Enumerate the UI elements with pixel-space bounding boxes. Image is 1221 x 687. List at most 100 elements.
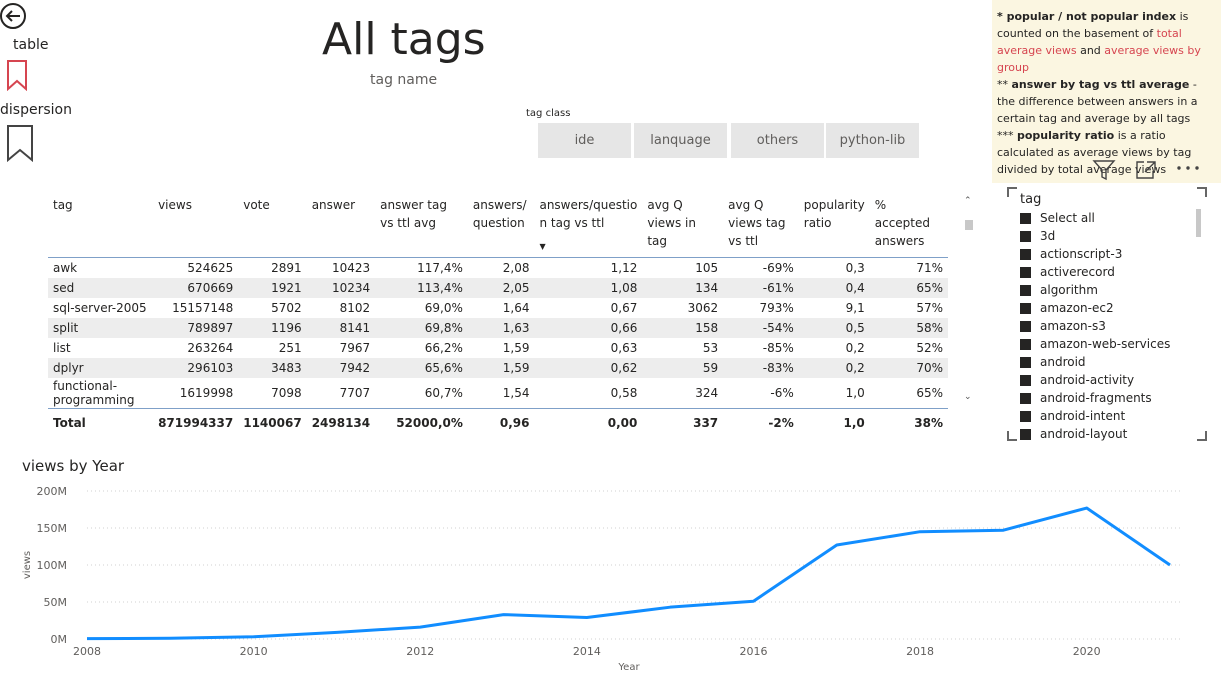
table-cell: -6% — [770, 386, 794, 400]
checkbox-icon[interactable] — [1020, 230, 1031, 242]
table-nav-label[interactable]: table — [13, 37, 49, 53]
slicer-item[interactable]: actionscript-3 — [1020, 245, 1122, 263]
checkbox-icon[interactable] — [1020, 338, 1031, 350]
col-header-answer-tag-vs-ttl-avg[interactable]: answer tag vs ttl avg — [380, 198, 447, 230]
checkbox-icon[interactable] — [1020, 356, 1031, 368]
x-tick-label: 2012 — [406, 645, 434, 658]
page-title: All tags — [322, 14, 486, 65]
col-header-vote[interactable]: vote — [243, 198, 270, 212]
checkbox-icon[interactable] — [1020, 320, 1031, 332]
dispersion-nav-label[interactable]: dispersion — [0, 102, 72, 118]
table-row[interactable]: sed 670669 1921 10234 113,4% 2,05 1,08 134 -61% 0… — [48, 278, 948, 298]
table-cell: 1,63 — [467, 318, 535, 338]
col-header-answers-question-tag-vs-ttl[interactable]: answers/questio n tag vs ttl ▼ — [534, 192, 642, 258]
info-line1-bold: * popular / not popular index — [997, 10, 1177, 23]
table-row[interactable]: functional-programming 1619998 7098 7707 60,… — [48, 378, 948, 409]
table-cell: 53 — [702, 341, 719, 355]
table-cell: 263264 — [187, 341, 234, 355]
table-cell: 158 — [642, 318, 724, 338]
table-cell: 117,4% — [417, 261, 463, 275]
total-cell: -2% — [723, 408, 799, 434]
table-scrollbar[interactable]: ⌃ ⌄ — [963, 196, 975, 408]
table-cell: 8102 — [339, 301, 371, 315]
table-cell: 0,67 — [610, 301, 638, 315]
chart-title: views by Year — [22, 457, 125, 475]
back-arrow-icon[interactable] — [0, 2, 28, 30]
y-tick-label: 200M — [37, 485, 68, 498]
filter-icon[interactable] — [1092, 159, 1116, 181]
tag-class-option-python-lib[interactable]: python-lib — [826, 123, 919, 158]
table-row[interactable]: sql-server-2005 15157148 5702 8102 69,0% 1,64… — [48, 298, 948, 318]
slicer-item[interactable]: android-layout — [1020, 425, 1127, 443]
checkbox-icon[interactable] — [1020, 212, 1031, 224]
checkbox-icon[interactable] — [1020, 284, 1031, 296]
checkbox-icon[interactable] — [1020, 374, 1031, 386]
col-header-answers-question[interactable]: answers/ question — [472, 198, 527, 230]
page-subtitle: tag name — [370, 72, 438, 88]
checkbox-icon[interactable] — [1020, 428, 1031, 440]
slicer-item[interactable]: android-fragments — [1020, 389, 1152, 407]
sort-desc-icon: ▼ — [539, 242, 546, 251]
slicer-item-label: amazon-s3 — [1040, 319, 1106, 333]
col-header-answer[interactable]: answer — [311, 198, 356, 212]
table-cell: 71% — [916, 261, 943, 275]
slicer-item[interactable]: android — [1020, 353, 1086, 371]
slicer-item[interactable]: Select all — [1020, 209, 1095, 227]
tag-class-option-lanquage[interactable]: lanquage — [634, 123, 727, 158]
col-header-accepted-answers[interactable]: % accepted answers — [874, 198, 931, 248]
table-cell: 324 — [695, 386, 719, 400]
checkbox-icon[interactable] — [1020, 248, 1031, 260]
col-header-popularity-ratio[interactable]: popularity ratio — [803, 198, 865, 230]
more-options-icon[interactable] — [1175, 164, 1201, 172]
scroll-up-icon[interactable]: ⌃ — [964, 196, 972, 206]
table-row[interactable]: list 263264 251 7967 66,2% 1,59 0,63 53 -85% 0,2 5… — [48, 338, 948, 358]
bookmark-icon[interactable] — [6, 124, 34, 162]
table-cell: 7942 — [306, 358, 376, 378]
slicer-item[interactable]: amazon-s3 — [1020, 317, 1106, 335]
table-cell: 1,59 — [467, 358, 535, 378]
focus-mode-icon[interactable] — [1135, 160, 1157, 180]
slicer-item[interactable]: android-intent — [1020, 407, 1125, 425]
col-header-tag[interactable]: tag — [53, 198, 73, 212]
slicer-item[interactable]: algorithm — [1020, 281, 1098, 299]
table-cell: 134 — [642, 278, 724, 298]
table-cell: 1,12 — [610, 261, 638, 275]
table-cell: 105 — [695, 261, 719, 275]
total-cell: 1140067 — [238, 408, 307, 434]
slicer-item[interactable]: activerecord — [1020, 263, 1115, 281]
table-cell: 1,54 — [502, 386, 530, 400]
table-cell: 59 — [642, 358, 724, 378]
tag-class-option-ide[interactable]: ide — [538, 123, 631, 158]
table-cell: 0,2 — [798, 358, 870, 378]
scroll-thumb[interactable] — [965, 220, 973, 230]
table-cell: 1196 — [238, 318, 307, 338]
slicer-item[interactable]: 3d — [1020, 227, 1055, 245]
slicer-item[interactable]: amazon-ec2 — [1020, 299, 1114, 317]
table-cell: 7967 — [339, 341, 371, 355]
col-header-avg-q-views-in-tag[interactable]: avg Q views in tag — [647, 198, 696, 248]
table-row[interactable]: split 789897 1196 8141 69,8% 1,63 0,66 158 -54% 0… — [48, 318, 948, 338]
checkbox-icon[interactable] — [1020, 392, 1031, 404]
slicer-scroll-thumb[interactable] — [1196, 209, 1201, 237]
table-cell: 70% — [869, 358, 948, 378]
slicer-item[interactable]: amazon-web-services — [1020, 335, 1170, 353]
checkbox-icon[interactable] — [1020, 410, 1031, 422]
total-cell: 871994337 — [153, 408, 239, 434]
tag-class-option-others[interactable]: others — [731, 123, 824, 158]
table-row[interactable]: awk 524625 2891 10423 117,4% 2,08 1,12 105 -69% 0… — [48, 258, 948, 279]
checkbox-icon[interactable] — [1020, 266, 1031, 278]
table-cell: list — [53, 341, 71, 355]
table-cell: 1,59 — [502, 341, 530, 355]
checkbox-icon[interactable] — [1020, 302, 1031, 314]
table-row[interactable]: dplyr 296103 3483 7942 65,6% 1,59 0,62 59 -83% 0,… — [48, 358, 948, 378]
col-header-avg-q-views-tag-vs-ttl[interactable]: avg Q views tag vs ttl — [728, 198, 786, 248]
slicer-item[interactable]: android-activity — [1020, 371, 1134, 389]
series-line[interactable] — [86, 506, 1171, 641]
table-cell: -85% — [762, 341, 794, 355]
table-cell: 5702 — [271, 301, 302, 315]
info-line1-text: is counted on the basement of — [997, 10, 1189, 40]
bookmark-icon[interactable] — [6, 59, 28, 91]
total-cell: Total — [48, 408, 154, 434]
col-header-views[interactable]: views — [158, 198, 192, 212]
scroll-down-icon[interactable]: ⌄ — [964, 392, 972, 402]
